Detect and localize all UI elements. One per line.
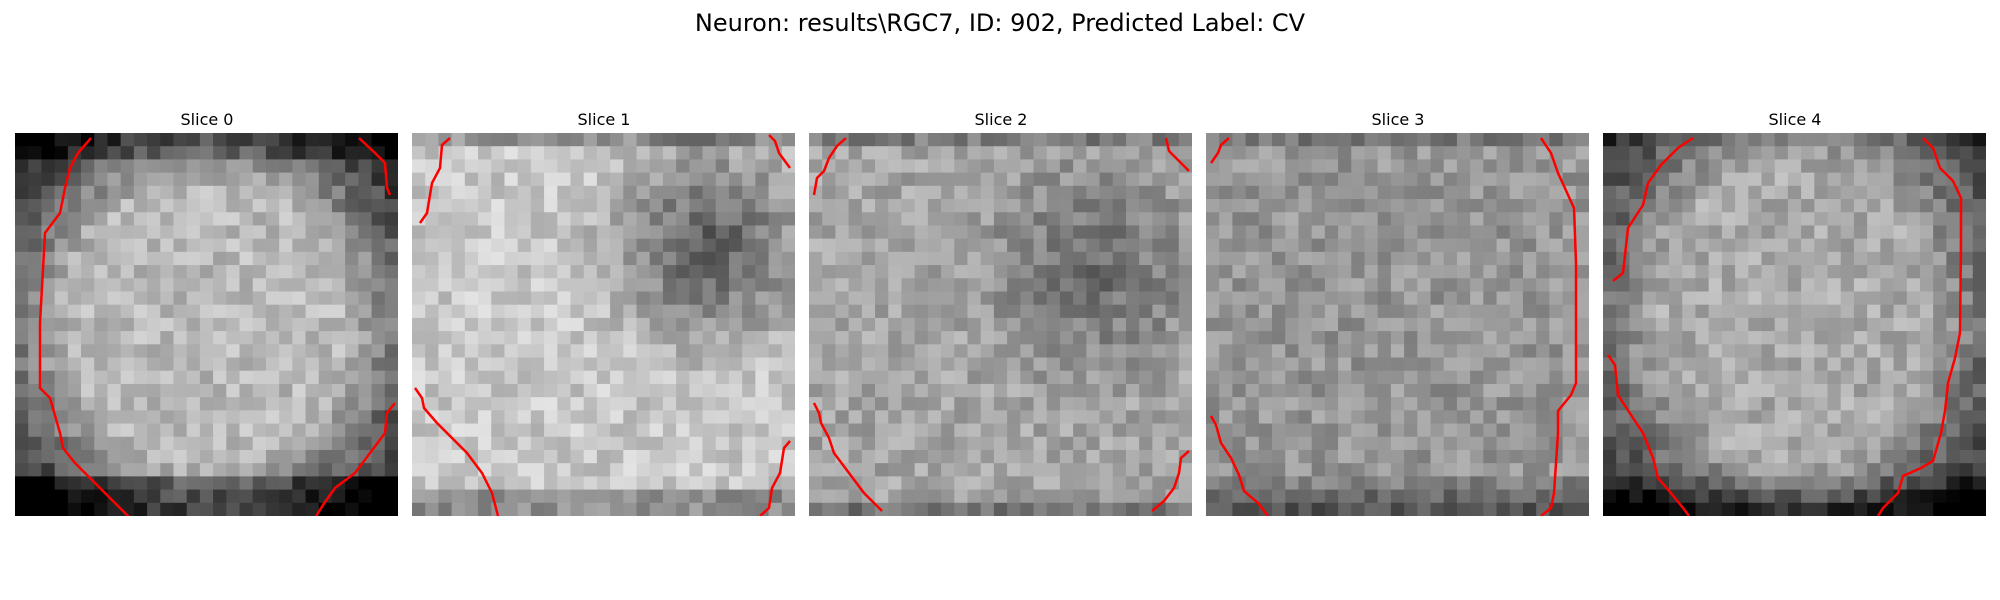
slice-0-contour-left bbox=[38, 137, 130, 516]
slice-1-contour-top-right bbox=[768, 134, 792, 169]
slice-1-contour-bottom-left bbox=[413, 387, 500, 516]
slice-1-contour-top-left bbox=[418, 137, 451, 224]
slice-3-image bbox=[1206, 133, 1589, 516]
slice-4-contour-right bbox=[1876, 137, 1963, 516]
slice-2-contour-top-right bbox=[1164, 137, 1190, 172]
slice-4-title: Slice 4 bbox=[1768, 110, 1822, 129]
slice-3-contour-bottom-left bbox=[1209, 415, 1269, 516]
slice-2-panel: Slice 2 bbox=[809, 108, 1193, 516]
slice-0-image bbox=[15, 133, 398, 516]
slice-2-title: Slice 2 bbox=[974, 110, 1028, 129]
slice-2-contour-top-left bbox=[812, 137, 847, 196]
slice-0-title: Slice 0 bbox=[180, 110, 234, 129]
slice-2-pixel-grid bbox=[809, 133, 1192, 516]
slice-4-panel: Slice 4 bbox=[1603, 108, 1987, 516]
slice-3-contour-top-left bbox=[1209, 137, 1230, 164]
slice-3-contour-right bbox=[1539, 137, 1578, 516]
slice-4-image bbox=[1603, 133, 1986, 516]
slice-4-pixel-grid bbox=[1603, 133, 1986, 516]
slice-1-contour-bottom-right bbox=[759, 440, 791, 516]
slice-1-title: Slice 1 bbox=[577, 110, 631, 129]
slice-1-panel: Slice 1 bbox=[412, 108, 796, 516]
slice-4-contour-left-lower bbox=[1606, 354, 1690, 516]
slice-2-contour-bottom-left bbox=[812, 402, 883, 512]
slice-1-pixel-grid bbox=[412, 133, 795, 516]
slice-0-contour-right bbox=[358, 137, 392, 196]
slice-2-contour-bottom-right bbox=[1151, 450, 1190, 512]
slice-0-pixel-grid bbox=[15, 133, 398, 516]
figure-title: Neuron: results\RGC7, ID: 902, Predicted… bbox=[694, 9, 1306, 37]
slice-0-panel: Slice 0 bbox=[15, 108, 399, 516]
slice-1-image bbox=[412, 133, 795, 516]
slice-4-contour-left-upper bbox=[1612, 136, 1694, 282]
slice-3-pixel-grid bbox=[1206, 133, 1589, 516]
slice-3-panel: Slice 3 bbox=[1206, 108, 1590, 516]
slice-2-image bbox=[809, 133, 1192, 516]
slice-3-title: Slice 3 bbox=[1371, 110, 1425, 129]
slice-0-contour-bottom-right bbox=[314, 402, 396, 516]
